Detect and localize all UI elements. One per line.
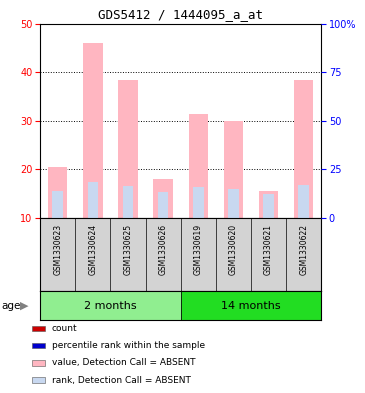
Text: percentile rank within the sample: percentile rank within the sample — [52, 341, 205, 350]
Bar — [228, 189, 239, 218]
Title: GDS5412 / 1444095_a_at: GDS5412 / 1444095_a_at — [98, 8, 263, 21]
Text: value, Detection Call = ABSENT: value, Detection Call = ABSENT — [52, 358, 195, 367]
Text: GSM1330621: GSM1330621 — [264, 224, 273, 275]
Text: GSM1330625: GSM1330625 — [123, 224, 132, 275]
Bar — [259, 191, 278, 218]
Bar — [294, 79, 313, 218]
Bar — [32, 343, 45, 349]
Text: GSM1330626: GSM1330626 — [159, 224, 168, 275]
Bar — [32, 377, 45, 383]
Bar — [40, 291, 181, 320]
Text: GSM1330622: GSM1330622 — [299, 224, 308, 275]
Bar — [153, 179, 173, 218]
Bar — [181, 291, 321, 320]
Bar — [48, 167, 68, 218]
Bar — [88, 182, 98, 218]
Bar — [224, 121, 243, 218]
Bar — [193, 187, 204, 218]
Bar — [83, 43, 103, 218]
Bar — [263, 194, 274, 218]
Text: age: age — [2, 301, 21, 310]
Text: GSM1330623: GSM1330623 — [53, 224, 62, 275]
Text: rank, Detection Call = ABSENT: rank, Detection Call = ABSENT — [52, 376, 191, 385]
Text: GSM1330624: GSM1330624 — [88, 224, 97, 275]
Text: ▶: ▶ — [20, 301, 28, 310]
Bar — [32, 326, 45, 331]
Bar — [158, 192, 168, 218]
Bar — [53, 191, 63, 218]
Text: 14 months: 14 months — [221, 301, 281, 310]
Text: GSM1330620: GSM1330620 — [229, 224, 238, 275]
Bar — [189, 114, 208, 218]
Bar — [118, 79, 138, 218]
Text: count: count — [52, 324, 77, 333]
Bar — [32, 360, 45, 365]
Bar — [123, 186, 133, 218]
Text: 2 months: 2 months — [84, 301, 137, 310]
Bar — [298, 185, 309, 218]
Text: GSM1330619: GSM1330619 — [194, 224, 203, 275]
